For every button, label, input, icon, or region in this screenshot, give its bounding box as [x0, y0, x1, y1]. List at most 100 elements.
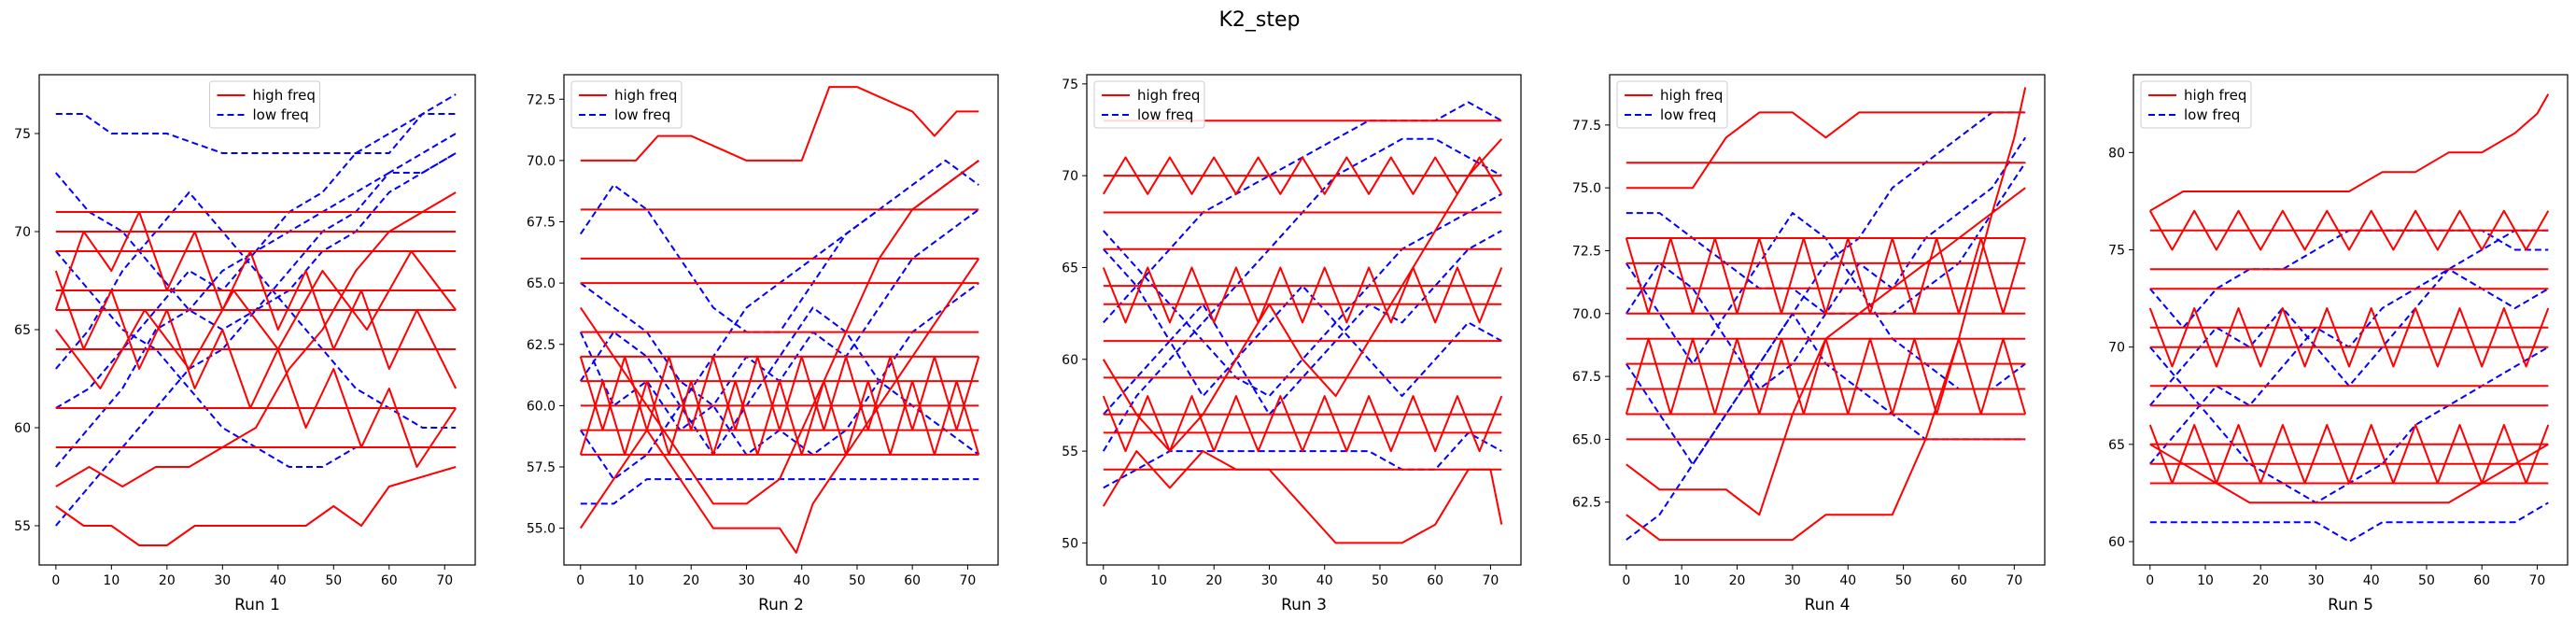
y-tick-label: 72.5: [527, 92, 556, 107]
x-tick-label: 40: [1316, 573, 1333, 588]
y-tick-label: 75.0: [1572, 181, 1601, 196]
y-tick-label: 55: [14, 519, 31, 534]
legend: high freq low freq: [570, 80, 683, 129]
x-tick-label: 20: [1729, 573, 1746, 588]
legend-label-low-freq: low freq: [253, 106, 309, 123]
x-tick-label: 20: [159, 573, 176, 588]
legend-box: [2140, 80, 2252, 129]
y-tick-label: 62.5: [1572, 496, 1601, 511]
x-tick-label: 70: [436, 573, 453, 588]
series-line-high-freq-12: [1102, 156, 1503, 195]
series-line-high-freq-11: [1626, 111, 2026, 190]
y-tick-label: 65: [2108, 438, 2125, 453]
y-tick-label: 65: [1062, 261, 1078, 275]
x-tick-label: 0: [1099, 573, 1107, 588]
series-line-high-freq-12: [55, 466, 457, 546]
series-high-freq: [54, 191, 457, 546]
x-tick-label: 0: [1622, 573, 1630, 588]
legend-label-high-freq: high freq: [614, 87, 677, 104]
series-line-low-freq-2: [580, 478, 979, 505]
x-tick-label: 50: [325, 573, 342, 588]
y-tick-label: 70: [14, 225, 31, 240]
series-low-freq: [1102, 101, 1502, 489]
y-tick-label: 70: [1062, 169, 1078, 184]
series-line-low-freq-2: [1626, 111, 2026, 541]
legend: high freq low freq: [1616, 80, 1728, 129]
x-axis-label: Run 4: [1805, 596, 1851, 614]
x-tick-label: 20: [2252, 573, 2269, 588]
subplot-run-1: 0 10 20 30 40 50 60 70 55 60 65 70 75 Run 1 high freq l…: [14, 74, 476, 614]
x-tick-label: 60: [1427, 573, 1443, 588]
figure-title: K2_step: [1218, 8, 1300, 32]
legend-label-low-freq: low freq: [1660, 106, 1716, 123]
x-tick-label: 10: [1673, 573, 1690, 588]
y-tick-label: 55: [1062, 445, 1078, 459]
y-tick-label: 65.0: [1572, 432, 1601, 447]
series-line-high-freq-13: [55, 250, 457, 389]
series-line-high-freq-15: [1626, 187, 2026, 516]
legend: high freq low freq: [2140, 80, 2252, 129]
series-high-freq: [579, 86, 980, 554]
x-tick-label: 60: [2473, 573, 2490, 588]
x-tick-label: 30: [1261, 573, 1278, 588]
x-tick-label: 60: [1950, 573, 1967, 588]
x-tick-label: 70: [1483, 573, 1499, 588]
x-tick-label: 40: [270, 573, 287, 588]
y-tick-label: 75: [1062, 78, 1078, 92]
x-tick-label: 20: [1205, 573, 1222, 588]
y-tick-label: 67.5: [527, 216, 556, 231]
y-tick-label: 60: [2108, 535, 2125, 550]
series-line-low-freq-1: [579, 159, 979, 333]
y-tick-label: 60: [1062, 353, 1078, 368]
series-line-high-freq-12: [1625, 237, 2027, 315]
series-high-freq: [2148, 93, 2550, 504]
x-axis-label: Run 1: [234, 596, 280, 614]
series-line-high-freq-13: [579, 258, 980, 554]
axes-frame: [1609, 74, 2046, 566]
legend-label-high-freq: high freq: [1660, 87, 1723, 104]
subplot-run-5: 0 10 20 30 40 50 60 70 60 65 70 75 80 Run 5 high freq l…: [2108, 74, 2569, 614]
series-line-low-freq-1: [55, 93, 457, 154]
series-line-low-freq-7: [55, 152, 457, 409]
subplot-run-4: 0 10 20 30 40 50 60 70 62.5 65.0 67.5 70.0 72.5 75.0 7…: [1572, 74, 2046, 614]
x-tick-label: 0: [51, 573, 60, 588]
legend-label-high-freq: high freq: [1137, 87, 1200, 104]
legend-box: [209, 80, 320, 129]
legend-label-high-freq: high freq: [253, 87, 316, 104]
y-tick-label: 70.0: [527, 154, 556, 169]
x-tick-label: 10: [103, 573, 120, 588]
series-line-high-freq-14: [1626, 87, 2027, 542]
series-line-low-freq-3: [579, 160, 979, 481]
series-line-high-freq-10: [580, 86, 979, 162]
y-tick-label: 72.5: [1572, 244, 1601, 259]
x-axis-label: Run 5: [2328, 596, 2373, 614]
x-axis-label: Run 2: [758, 596, 804, 614]
series-line-high-freq-10: [54, 270, 457, 468]
legend-box: [570, 80, 683, 129]
legend-label-low-freq: low freq: [1137, 106, 1193, 123]
y-tick-label: 75: [2108, 244, 2125, 259]
x-tick-label: 50: [849, 573, 866, 588]
series-high-freq: [1102, 120, 1503, 544]
series-line-high-freq-13: [1102, 266, 1503, 324]
y-tick-label: 60.0: [527, 399, 556, 414]
x-tick-label: 50: [1895, 573, 1912, 588]
y-tick-label: 70.0: [1572, 307, 1601, 322]
x-tick-label: 60: [381, 573, 398, 588]
y-tick-label: 65: [14, 323, 31, 338]
x-tick-label: 30: [739, 573, 755, 588]
y-tick-label: 50: [1062, 536, 1078, 551]
x-tick-label: 70: [2006, 573, 2022, 588]
subplot-run-2: 0 10 20 30 40 50 60 70 55.0 57.5 60.0 62.5 65.0 67.5 7…: [527, 74, 999, 614]
y-tick-label: 67.5: [1572, 370, 1601, 385]
series-line-low-freq-6: [1102, 137, 1502, 452]
series-line-high-freq-12: [2148, 307, 2550, 368]
series-line-high-freq-11: [579, 355, 980, 431]
y-tick-label: 75: [14, 127, 31, 142]
x-tick-label: 20: [683, 573, 699, 588]
plot-area: [1625, 87, 2027, 542]
series-line-high-freq-9: [54, 211, 457, 389]
x-tick-label: 60: [904, 573, 921, 588]
plot-area: [54, 93, 457, 546]
legend-label-low-freq: low freq: [614, 106, 670, 123]
